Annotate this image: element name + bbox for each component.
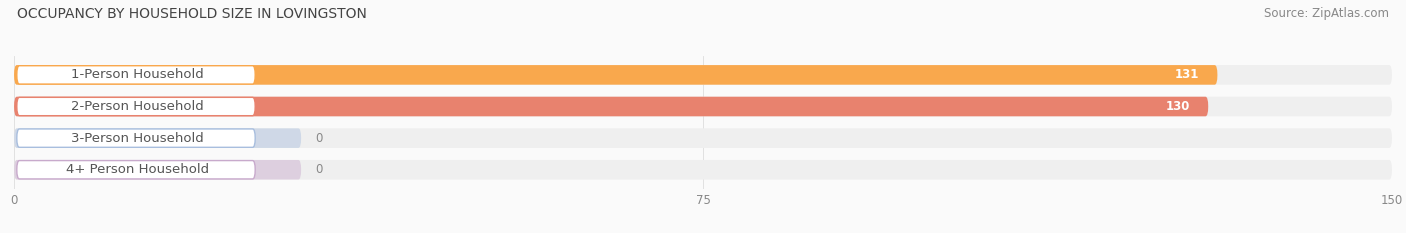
FancyBboxPatch shape <box>17 66 256 84</box>
Text: OCCUPANCY BY HOUSEHOLD SIZE IN LOVINGSTON: OCCUPANCY BY HOUSEHOLD SIZE IN LOVINGSTO… <box>17 7 367 21</box>
FancyBboxPatch shape <box>14 97 1208 116</box>
FancyBboxPatch shape <box>14 128 301 148</box>
Text: 4+ Person Household: 4+ Person Household <box>66 163 209 176</box>
FancyBboxPatch shape <box>14 160 301 180</box>
FancyBboxPatch shape <box>14 97 1392 116</box>
FancyBboxPatch shape <box>17 97 256 116</box>
FancyBboxPatch shape <box>14 128 1392 148</box>
FancyBboxPatch shape <box>14 160 1392 180</box>
Text: 3-Person Household: 3-Person Household <box>72 132 204 145</box>
FancyBboxPatch shape <box>14 65 1392 85</box>
FancyBboxPatch shape <box>17 129 256 147</box>
FancyBboxPatch shape <box>14 65 1218 85</box>
Text: 130: 130 <box>1166 100 1189 113</box>
Text: 0: 0 <box>315 163 322 176</box>
Text: 131: 131 <box>1174 69 1199 81</box>
FancyBboxPatch shape <box>17 161 256 179</box>
Text: 1-Person Household: 1-Person Household <box>72 69 204 81</box>
Text: 2-Person Household: 2-Person Household <box>72 100 204 113</box>
Text: 0: 0 <box>315 132 322 145</box>
Text: Source: ZipAtlas.com: Source: ZipAtlas.com <box>1264 7 1389 20</box>
